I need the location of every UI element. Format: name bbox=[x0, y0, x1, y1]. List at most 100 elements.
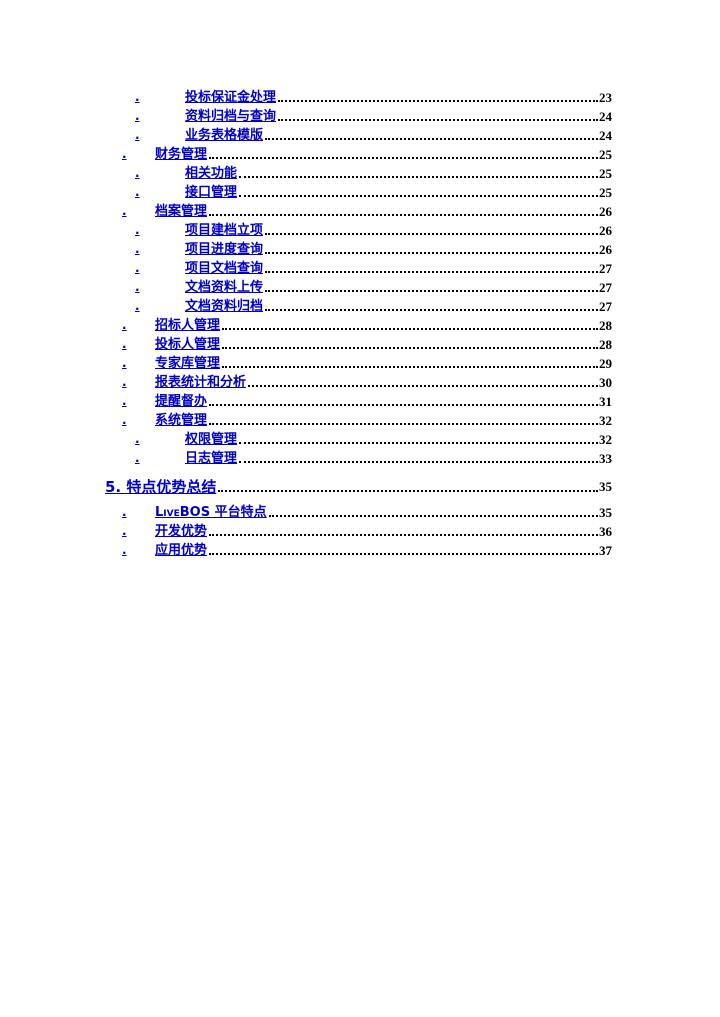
toc-entry: . 项目建档立项 26 bbox=[105, 221, 612, 240]
toc-link[interactable]: 投标人管理 bbox=[155, 337, 221, 352]
page-number: 27 bbox=[599, 299, 612, 314]
toc-entry: . 投标人管理 28 bbox=[105, 335, 612, 354]
dot-leader bbox=[222, 366, 598, 368]
dot-leader bbox=[265, 271, 598, 273]
list-marker: . bbox=[135, 128, 140, 142]
page-number: 36 bbox=[599, 524, 612, 539]
list-marker: . bbox=[135, 432, 140, 446]
page-number: 30 bbox=[599, 375, 612, 390]
toc-entry: . 招标人管理 28 bbox=[105, 316, 612, 335]
toc-entry: . 财务管理 25 bbox=[105, 145, 612, 164]
dot-leader bbox=[268, 515, 598, 517]
toc-link[interactable]: 项目进度查询 bbox=[185, 242, 264, 257]
toc-entry: . 相关功能 25 bbox=[105, 164, 612, 183]
toc-link[interactable]: 提醒督办 bbox=[155, 394, 208, 409]
list-marker: . bbox=[122, 337, 127, 351]
toc-link[interactable]: 财务管理 bbox=[155, 147, 208, 162]
page-number: 35 bbox=[599, 505, 612, 520]
dot-leader bbox=[265, 233, 598, 235]
toc-link[interactable]: 接口管理 bbox=[185, 185, 238, 200]
dot-leader bbox=[239, 461, 598, 463]
list-marker: . bbox=[135, 109, 140, 123]
list-marker: . bbox=[122, 394, 127, 408]
dot-leader bbox=[239, 176, 598, 178]
toc-entry: . 文档资料归档 27 bbox=[105, 297, 612, 316]
page-number: 24 bbox=[599, 109, 612, 124]
list-marker: . bbox=[122, 524, 127, 538]
toc-entry: . 开发优势 36 bbox=[105, 522, 612, 541]
toc-link[interactable]: 权限管理 bbox=[185, 432, 238, 447]
dot-leader bbox=[248, 385, 598, 387]
list-marker: . bbox=[122, 505, 127, 519]
page-number: 35 bbox=[599, 479, 612, 494]
toc-link[interactable]: LiveBOS 平台特点 bbox=[155, 505, 267, 520]
page-number: 32 bbox=[599, 413, 612, 428]
toc-link[interactable]: 文档资料上传 bbox=[185, 280, 264, 295]
dot-leader bbox=[209, 553, 598, 555]
toc-link[interactable]: 相关功能 bbox=[185, 166, 238, 181]
toc-entry: . 接口管理 25 bbox=[105, 183, 612, 202]
toc-link[interactable]: 专家库管理 bbox=[155, 356, 221, 371]
list-marker: . bbox=[122, 543, 127, 557]
dot-leader bbox=[265, 252, 598, 254]
page-number: 32 bbox=[599, 432, 612, 447]
toc-entry: . 投标保证金处理 23 bbox=[105, 88, 612, 107]
toc-entry: . 项目进度查询 26 bbox=[105, 240, 612, 259]
dot-leader bbox=[209, 423, 598, 425]
page-number: 27 bbox=[599, 280, 612, 295]
toc-link[interactable]: 报表统计和分析 bbox=[155, 375, 247, 390]
toc-link[interactable]: 应用优势 bbox=[155, 543, 208, 558]
list-marker: . bbox=[122, 204, 127, 218]
dot-leader bbox=[239, 442, 598, 444]
list-marker: . bbox=[135, 90, 140, 104]
toc-entry: . 系统管理 32 bbox=[105, 411, 612, 430]
page-number: 28 bbox=[599, 318, 612, 333]
dot-leader bbox=[209, 534, 598, 536]
list-marker: . bbox=[122, 318, 127, 332]
toc-link[interactable]: 项目文档查询 bbox=[185, 261, 264, 276]
dot-leader bbox=[209, 214, 598, 216]
dot-leader bbox=[209, 404, 598, 406]
list-marker: . bbox=[122, 375, 127, 389]
toc-link[interactable]: 系统管理 bbox=[155, 413, 208, 428]
toc-entry: . 提醒督办 31 bbox=[105, 392, 612, 411]
list-marker: . bbox=[135, 299, 140, 313]
toc-entry: . LiveBOS 平台特点 35 bbox=[105, 503, 612, 522]
page-number: 26 bbox=[599, 204, 612, 219]
toc-link[interactable]: 资料归档与查询 bbox=[185, 109, 277, 124]
toc-link[interactable]: 日志管理 bbox=[185, 451, 238, 466]
page-number: 27 bbox=[599, 261, 612, 276]
dot-leader bbox=[265, 290, 598, 292]
toc-entry: . 专家库管理 29 bbox=[105, 354, 612, 373]
toc-link[interactable]: 招标人管理 bbox=[155, 318, 221, 333]
dot-leader bbox=[278, 100, 598, 102]
toc-entry: . 日志管理 33 bbox=[105, 449, 612, 468]
dot-leader bbox=[239, 195, 598, 197]
dot-leader bbox=[209, 157, 598, 159]
list-marker: . bbox=[135, 242, 140, 256]
page-number: 26 bbox=[599, 223, 612, 238]
page-number: 25 bbox=[599, 147, 612, 162]
page-number: 29 bbox=[599, 356, 612, 371]
toc-link[interactable]: 业务表格模版 bbox=[185, 128, 264, 143]
toc-entry: . 权限管理 32 bbox=[105, 430, 612, 449]
toc-entry: 5. 特点优势总结 35 bbox=[105, 477, 612, 498]
toc-entry: . 档案管理 26 bbox=[105, 202, 612, 221]
toc-link[interactable]: 档案管理 bbox=[155, 204, 208, 219]
page-number: 37 bbox=[599, 543, 612, 558]
toc-link[interactable]: 文档资料归档 bbox=[185, 299, 264, 314]
toc-link[interactable]: 项目建档立项 bbox=[185, 223, 264, 238]
list-marker: . bbox=[122, 356, 127, 370]
page-number: 33 bbox=[599, 451, 612, 466]
toc-link[interactable]: 开发优势 bbox=[155, 524, 208, 539]
toc-link[interactable]: 投标保证金处理 bbox=[185, 90, 277, 105]
list-marker: . bbox=[135, 261, 140, 275]
toc-entry: . 业务表格模版 24 bbox=[105, 126, 612, 145]
toc-link[interactable]: 5. 特点优势总结 bbox=[105, 478, 217, 496]
list-marker: . bbox=[135, 223, 140, 237]
page-number: 23 bbox=[599, 90, 612, 105]
page-number: 28 bbox=[599, 337, 612, 352]
page-number: 25 bbox=[599, 185, 612, 200]
page-number: 24 bbox=[599, 128, 612, 143]
